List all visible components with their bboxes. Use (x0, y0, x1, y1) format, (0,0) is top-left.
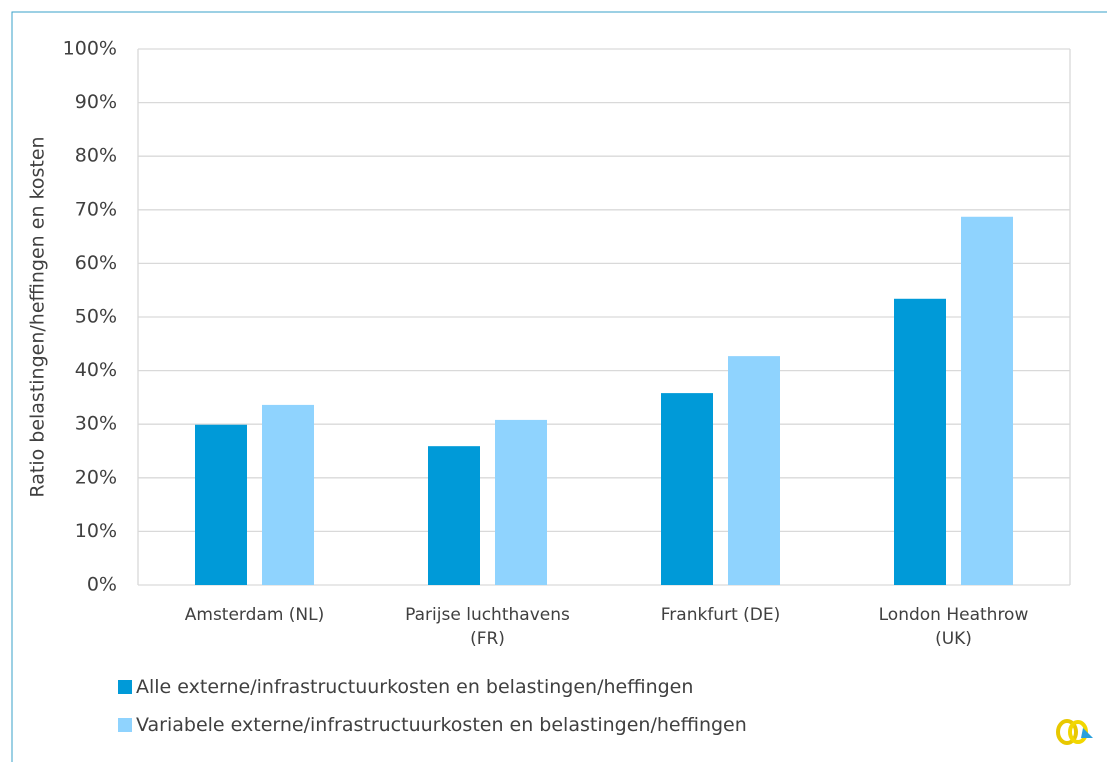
y-axis-title: Ratio belastingen/heffingen en kosten (27, 136, 49, 497)
x-tick-label: Parijse luchthavens (FR) (405, 605, 570, 649)
y-tick-label: 0% (87, 574, 117, 596)
x-tick-label: Amsterdam (NL) (184, 605, 325, 625)
legend-label: Variabele externe/infrastructuurkosten e… (136, 714, 747, 736)
bar (495, 419, 547, 585)
bar (728, 356, 780, 585)
legend-swatch (118, 680, 132, 694)
legend-item: Alle externe/infrastructuurkosten en bel… (118, 676, 693, 698)
bar (894, 298, 946, 585)
bar (262, 404, 314, 585)
y-tick-label: 80% (75, 145, 117, 167)
y-tick-label: 60% (75, 252, 117, 274)
legend-item: Variabele externe/infrastructuurkosten e… (118, 714, 747, 736)
x-tick-label: Frankfurt (DE) (660, 605, 781, 625)
legend-swatch (118, 718, 132, 732)
bar (961, 216, 1013, 585)
x-tick-label: London Heathrow (UK) (878, 605, 1029, 649)
y-tick-label: 20% (75, 466, 117, 488)
logo (1056, 719, 1093, 745)
y-tick-label: 50% (75, 306, 117, 328)
bar (195, 424, 247, 585)
frame (11, 11, 1107, 762)
y-tick-label: 30% (75, 413, 117, 435)
y-tick-label: 70% (75, 198, 117, 220)
legend-label: Alle externe/infrastructuurkosten en bel… (136, 676, 694, 698)
y-tick-label: 100% (63, 38, 117, 60)
bar (428, 446, 480, 585)
y-tick-label: 90% (75, 91, 117, 113)
bar (661, 393, 713, 585)
y-tick-label: 40% (75, 359, 117, 381)
y-tick-label: 10% (75, 520, 117, 542)
